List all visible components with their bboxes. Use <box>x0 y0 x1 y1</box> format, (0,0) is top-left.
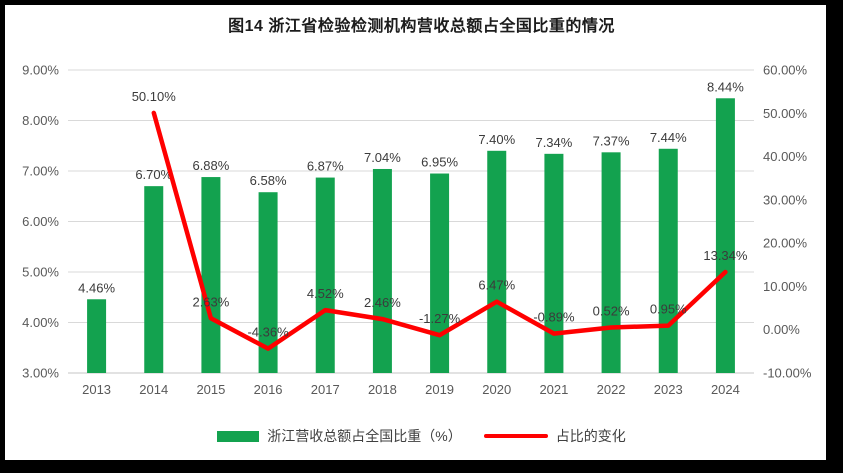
chart-title: 图14 浙江省检验检测机构营收总额占全国比重的情况 <box>228 18 615 35</box>
legend-line-swatch-icon <box>483 433 548 439</box>
legend-line-label: 占比的变化 <box>555 428 626 444</box>
legend-bar-label: 浙江营收总额占全国比重（%） <box>267 428 462 444</box>
chart-legend: 浙江营收总额占全国比重（%） 占比的变化 <box>0 426 843 446</box>
chart-canvas <box>5 5 826 460</box>
legend-bar-swatch-icon <box>217 430 260 442</box>
